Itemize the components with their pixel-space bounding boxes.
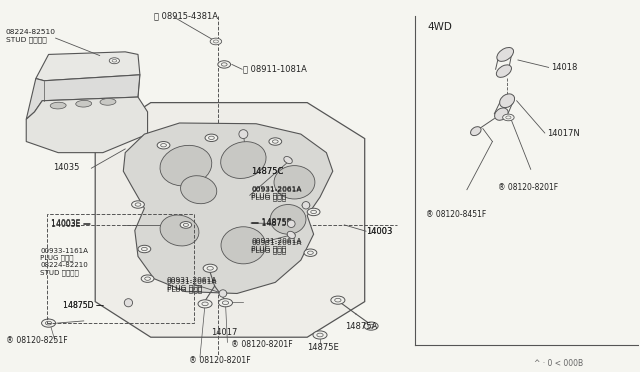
- Text: 14875E: 14875E: [307, 343, 339, 352]
- Text: 14875C: 14875C: [251, 167, 284, 176]
- Circle shape: [364, 322, 378, 330]
- Text: 14875D —: 14875D —: [63, 301, 104, 310]
- Polygon shape: [26, 75, 140, 119]
- Text: 00931-2061A
PLUG プラグ: 00931-2061A PLUG プラグ: [167, 279, 217, 293]
- Circle shape: [109, 58, 120, 64]
- Ellipse shape: [160, 215, 199, 246]
- Circle shape: [198, 300, 212, 308]
- Circle shape: [269, 138, 282, 145]
- Ellipse shape: [219, 290, 227, 297]
- Circle shape: [210, 38, 221, 45]
- Text: 08224-82510
STUD スタッド: 08224-82510 STUD スタッド: [6, 29, 56, 43]
- Circle shape: [304, 249, 317, 256]
- Text: 14003: 14003: [366, 227, 392, 236]
- Text: 14017: 14017: [211, 328, 238, 337]
- Circle shape: [307, 208, 320, 216]
- Circle shape: [287, 233, 295, 237]
- Text: 14003E —: 14003E —: [51, 219, 90, 228]
- Text: ® 08120-8201F: ® 08120-8201F: [189, 356, 251, 365]
- Text: 14875D —: 14875D —: [63, 301, 104, 310]
- Text: Ⓝ 08911-1081A: Ⓝ 08911-1081A: [243, 65, 307, 74]
- Text: 4WD: 4WD: [428, 22, 452, 32]
- Circle shape: [203, 264, 217, 272]
- Ellipse shape: [239, 130, 248, 138]
- Ellipse shape: [180, 176, 217, 204]
- Ellipse shape: [270, 205, 306, 234]
- Polygon shape: [95, 103, 365, 337]
- Text: 00931-2061A
PLUG プラグ: 00931-2061A PLUG プラグ: [251, 238, 301, 252]
- Ellipse shape: [287, 231, 295, 238]
- Text: ® 08120-8451F: ® 08120-8451F: [426, 211, 486, 219]
- Text: 14875C: 14875C: [251, 167, 284, 176]
- Ellipse shape: [76, 100, 92, 107]
- Ellipse shape: [495, 108, 508, 120]
- Text: 00931-2061A
PLUG プラグ: 00931-2061A PLUG プラグ: [167, 278, 217, 291]
- Ellipse shape: [497, 65, 511, 77]
- Ellipse shape: [50, 102, 66, 109]
- Ellipse shape: [160, 145, 212, 186]
- Ellipse shape: [221, 227, 266, 264]
- Circle shape: [331, 296, 345, 304]
- Circle shape: [218, 61, 230, 68]
- Text: 00931-2061A
PLUG プラグ: 00931-2061A PLUG プラグ: [251, 240, 301, 254]
- Polygon shape: [124, 123, 333, 294]
- Text: 14017N: 14017N: [547, 128, 580, 138]
- Circle shape: [138, 245, 151, 253]
- Circle shape: [180, 222, 191, 228]
- Text: 14018: 14018: [551, 63, 577, 72]
- Ellipse shape: [302, 202, 310, 209]
- Polygon shape: [36, 52, 140, 81]
- Circle shape: [218, 299, 232, 307]
- Text: 14003E —: 14003E —: [51, 220, 90, 229]
- Text: 14875A: 14875A: [346, 321, 378, 331]
- Text: Ⓜ 08915-4381A: Ⓜ 08915-4381A: [154, 12, 218, 21]
- Text: 14003: 14003: [366, 227, 392, 236]
- Ellipse shape: [100, 99, 116, 105]
- Circle shape: [42, 319, 56, 327]
- Circle shape: [132, 201, 145, 208]
- Text: ® 08120-8201F: ® 08120-8201F: [497, 183, 557, 192]
- Circle shape: [302, 203, 310, 208]
- Text: ^ · 0 < 000B: ^ · 0 < 000B: [534, 359, 583, 368]
- Bar: [47, 214, 193, 323]
- Text: ® 08120-8251F: ® 08120-8251F: [6, 336, 67, 346]
- Circle shape: [313, 331, 327, 339]
- Ellipse shape: [500, 94, 515, 108]
- Ellipse shape: [284, 157, 292, 164]
- Ellipse shape: [221, 142, 266, 179]
- Text: — 14875B: — 14875B: [251, 219, 292, 228]
- Circle shape: [284, 158, 292, 162]
- Circle shape: [125, 301, 132, 305]
- Text: ® 08120-8201F: ® 08120-8201F: [230, 340, 292, 349]
- Text: 00933-1161A
PLUG プラグ
08224-82210
STUD スタッド: 00933-1161A PLUG プラグ 08224-82210 STUD スタ…: [40, 248, 88, 276]
- Circle shape: [157, 141, 170, 149]
- Circle shape: [141, 275, 154, 282]
- Text: 14035: 14035: [53, 163, 79, 172]
- Ellipse shape: [124, 299, 132, 307]
- Ellipse shape: [274, 166, 315, 199]
- Circle shape: [219, 291, 227, 296]
- Text: 00931-2061A
PLUG プラグ: 00931-2061A PLUG プラグ: [251, 187, 301, 201]
- Polygon shape: [26, 97, 148, 153]
- Ellipse shape: [287, 220, 295, 228]
- Text: 00931-2061A
PLUG プラグ: 00931-2061A PLUG プラグ: [251, 186, 301, 199]
- Ellipse shape: [497, 48, 513, 61]
- Text: — 14875B: — 14875B: [251, 218, 292, 227]
- Circle shape: [205, 134, 218, 141]
- Circle shape: [502, 114, 514, 121]
- Ellipse shape: [470, 127, 481, 136]
